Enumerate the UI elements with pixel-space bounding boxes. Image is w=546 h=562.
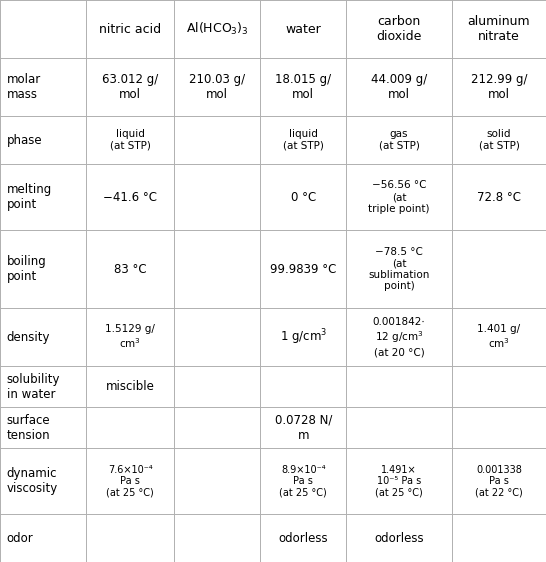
Text: dynamic
viscosity: dynamic viscosity (7, 468, 58, 495)
Text: phase: phase (7, 134, 42, 147)
Text: 1 g/cm$^3$: 1 g/cm$^3$ (280, 328, 327, 347)
Text: 212.99 g/
mol: 212.99 g/ mol (471, 73, 527, 101)
Text: surface
tension: surface tension (7, 414, 50, 442)
Text: −41.6 °C: −41.6 °C (103, 191, 157, 203)
Text: Al(HCO$_3$)$_3$: Al(HCO$_3$)$_3$ (186, 21, 248, 37)
Text: 63.012 g/
mol: 63.012 g/ mol (102, 73, 158, 101)
Text: 0.0728 N/
m: 0.0728 N/ m (275, 414, 332, 442)
Text: −78.5 °C
(at
sublimation
point): −78.5 °C (at sublimation point) (369, 247, 430, 292)
Text: aluminum
nitrate: aluminum nitrate (467, 15, 530, 43)
Text: 44.009 g/
mol: 44.009 g/ mol (371, 73, 427, 101)
Text: carbon
dioxide: carbon dioxide (376, 15, 422, 43)
Text: odorless: odorless (374, 532, 424, 545)
Text: 99.9839 °C: 99.9839 °C (270, 262, 336, 275)
Text: 7.6×10⁻⁴
Pa s
(at 25 °C): 7.6×10⁻⁴ Pa s (at 25 °C) (106, 465, 154, 498)
Text: solubility
in water: solubility in water (7, 373, 60, 401)
Text: 1.401 g/
cm$^3$: 1.401 g/ cm$^3$ (477, 324, 520, 350)
Text: 1.491×
10⁻⁵ Pa s
(at 25 °C): 1.491× 10⁻⁵ Pa s (at 25 °C) (375, 465, 423, 498)
Text: miscible: miscible (106, 380, 155, 393)
Text: −56.56 °C
(at
triple point): −56.56 °C (at triple point) (369, 180, 430, 214)
Text: 0.001842⋅
12 g/cm$^3$
(at 20 °C): 0.001842⋅ 12 g/cm$^3$ (at 20 °C) (373, 318, 425, 357)
Text: 8.9×10⁻⁴
Pa s
(at 25 °C): 8.9×10⁻⁴ Pa s (at 25 °C) (280, 465, 327, 498)
Text: density: density (7, 330, 50, 344)
Text: odor: odor (7, 532, 33, 545)
Text: 83 °C: 83 °C (114, 262, 146, 275)
Text: 0 °C: 0 °C (290, 191, 316, 203)
Text: liquid
(at STP): liquid (at STP) (283, 129, 324, 151)
Text: melting
point: melting point (7, 183, 52, 211)
Text: water: water (286, 22, 321, 35)
Text: 1.5129 g/
cm$^3$: 1.5129 g/ cm$^3$ (105, 324, 155, 350)
Text: molar
mass: molar mass (7, 73, 41, 101)
Text: 0.001338
Pa s
(at 22 °C): 0.001338 Pa s (at 22 °C) (475, 465, 523, 498)
Text: gas
(at STP): gas (at STP) (378, 129, 419, 151)
Text: 18.015 g/
mol: 18.015 g/ mol (275, 73, 331, 101)
Text: solid
(at STP): solid (at STP) (478, 129, 519, 151)
Text: boiling
point: boiling point (7, 255, 46, 283)
Text: odorless: odorless (278, 532, 328, 545)
Text: liquid
(at STP): liquid (at STP) (110, 129, 151, 151)
Text: 72.8 °C: 72.8 °C (477, 191, 521, 203)
Text: nitric acid: nitric acid (99, 22, 161, 35)
Text: 210.03 g/
mol: 210.03 g/ mol (189, 73, 245, 101)
